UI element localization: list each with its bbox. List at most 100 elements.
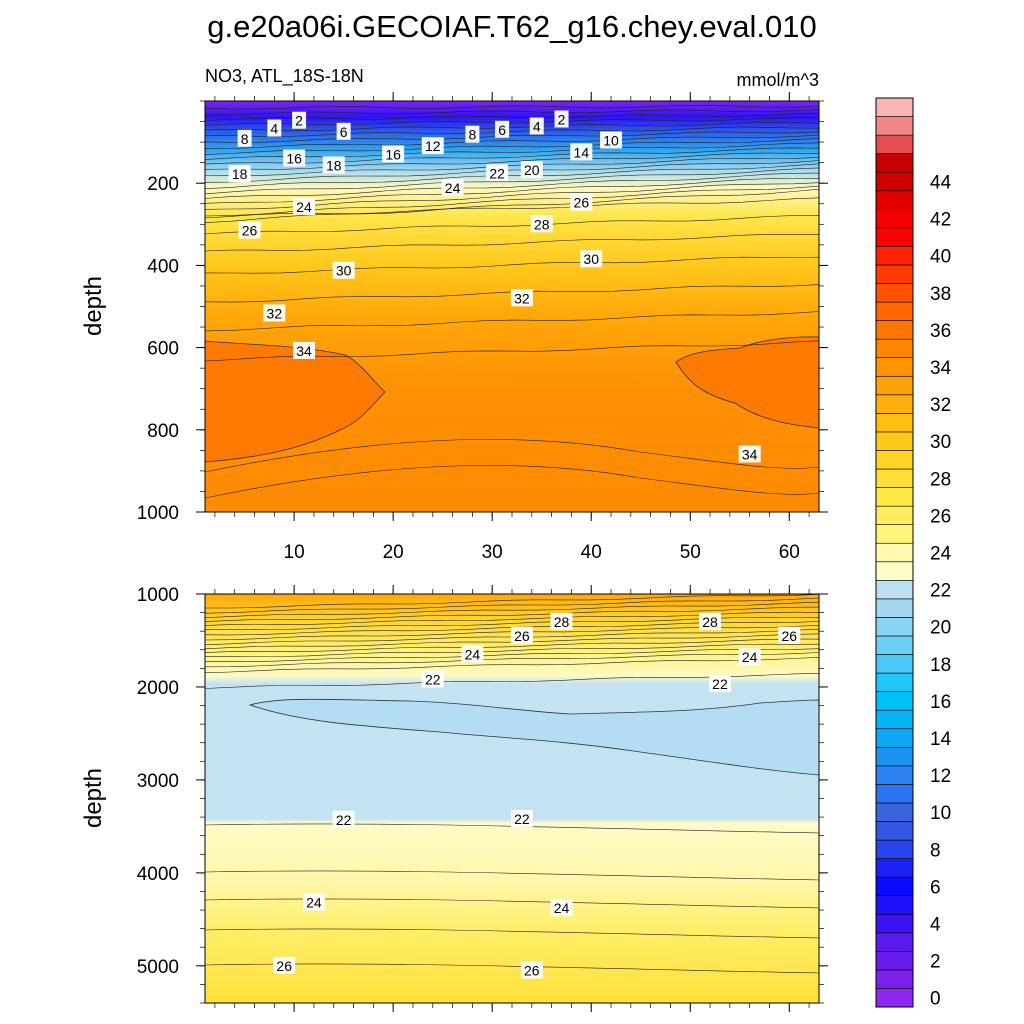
colorbar-label: 8 <box>930 840 941 861</box>
colorbar-label: 40 <box>930 247 951 268</box>
svg-text:30: 30 <box>336 263 352 279</box>
colorbar-swatch <box>875 375 914 396</box>
colorbar-swatch <box>875 932 914 952</box>
colorbar-swatch <box>875 765 914 785</box>
svg-text:28: 28 <box>534 216 550 232</box>
upper-contour-label: 14 <box>570 143 593 161</box>
upper-contour <box>205 117 819 126</box>
svg-text:24: 24 <box>742 649 758 665</box>
upper-xtick-label: 30 <box>482 542 503 563</box>
colorbar-swatch <box>875 171 914 192</box>
lower-contour-label: 22 <box>510 809 533 827</box>
colorbar-swatch <box>875 450 914 470</box>
svg-text:6: 6 <box>498 122 506 138</box>
upper-contour-label: 22 <box>486 164 509 182</box>
upper-contour-label: 24 <box>441 179 464 197</box>
upper-contour <box>205 147 819 165</box>
colorbar-swatch <box>875 134 914 154</box>
lower-contour <box>205 606 819 622</box>
upper-contour-label: 8 <box>237 129 252 147</box>
svg-text:34: 34 <box>742 446 758 462</box>
lower-contour-lines <box>205 594 819 974</box>
lower-contour <box>205 648 819 663</box>
upper-contour-label: 10 <box>600 131 623 149</box>
lower-ytick-label: 1000 <box>137 585 179 606</box>
svg-text:24: 24 <box>306 895 322 911</box>
upper-max-region-right <box>675 336 819 429</box>
upper-max-region-left <box>205 340 386 463</box>
svg-text:4: 4 <box>270 121 278 137</box>
lower-panel: 28 28 26 26 24 24 22 22 22 22 24 24 26 26 1000 2000 300… <box>80 585 828 1012</box>
colorbar-label: 42 <box>930 210 951 231</box>
svg-text:24: 24 <box>445 180 461 196</box>
colorbar-swatch <box>875 895 914 915</box>
colorbar-label: 34 <box>930 358 952 379</box>
svg-text:22: 22 <box>514 811 530 827</box>
upper-ytick-label: 800 <box>147 421 179 442</box>
colorbar-label: 24 <box>930 544 952 565</box>
upper-contour <box>205 157 819 177</box>
lower-min-region <box>248 698 819 776</box>
upper-contour-label: 4 <box>529 117 544 135</box>
colorbar-swatch <box>875 505 914 525</box>
colorbar-label: 12 <box>930 766 951 787</box>
colorbar-swatch <box>875 209 914 229</box>
colorbar-label: 36 <box>930 321 951 342</box>
colorbar-swatch <box>875 913 914 934</box>
colorbar-swatch <box>875 468 914 488</box>
colorbar-swatch <box>875 672 914 692</box>
upper-ytick-label: 400 <box>147 256 179 277</box>
colorbar-swatch <box>875 357 914 377</box>
colorbar-swatch <box>875 487 914 507</box>
svg-text:22: 22 <box>425 672 441 688</box>
lower-contour-label: 26 <box>520 961 543 979</box>
chart-subtitle-left: NO3, ATL_18S-18N <box>205 66 364 87</box>
lower-contour <box>205 601 819 618</box>
upper-contour-label: 18 <box>228 165 251 183</box>
colorbar-swatch <box>875 969 914 989</box>
upper-contour-label: 6 <box>495 120 510 138</box>
upper-xtick-label: 40 <box>581 542 602 563</box>
colorbar-swatch <box>875 561 914 581</box>
colorbar-swatch <box>875 97 914 117</box>
colorbar-label: 44 <box>930 172 952 193</box>
svg-text:24: 24 <box>554 900 570 916</box>
lower-contour-label: 26 <box>273 956 296 974</box>
upper-contour <box>205 121 819 131</box>
colorbar-label: 18 <box>930 655 951 676</box>
colorbar-swatch <box>875 635 914 655</box>
colorbar-label: 38 <box>930 284 951 305</box>
svg-text:26: 26 <box>276 958 292 974</box>
lower-contour-label: 22 <box>332 810 355 828</box>
colorbar-frame <box>875 97 914 1008</box>
upper-contour-label: 16 <box>382 145 405 163</box>
lower-contour <box>205 597 819 614</box>
svg-text:4: 4 <box>533 118 541 134</box>
upper-contour <box>205 134 819 149</box>
colorbar-label: 10 <box>930 803 951 824</box>
upper-contour-label: 6 <box>336 122 351 140</box>
lower-ytick-label: 5000 <box>137 957 179 978</box>
colorbar-swatch <box>875 951 914 971</box>
lower-ylabel: depth <box>80 768 107 828</box>
lower-contour <box>205 823 819 834</box>
upper-ylabel: depth <box>80 276 107 336</box>
upper-contour <box>205 131 819 143</box>
svg-text:14: 14 <box>574 144 590 160</box>
lower-contour-label: 24 <box>461 645 484 663</box>
upper-contour <box>205 172 819 199</box>
upper-contour <box>205 215 819 235</box>
svg-text:24: 24 <box>296 199 312 215</box>
svg-text:34: 34 <box>296 343 312 359</box>
svg-text:22: 22 <box>336 812 352 828</box>
colorbar-swatch <box>875 580 914 600</box>
lower-contour <box>205 870 819 881</box>
colorbar-swatch <box>875 542 914 563</box>
upper-xtick-label: 50 <box>680 542 701 563</box>
upper-contour-label: 28 <box>530 215 553 233</box>
svg-text:28: 28 <box>702 614 718 630</box>
lower-ytick-label: 2000 <box>137 678 179 699</box>
